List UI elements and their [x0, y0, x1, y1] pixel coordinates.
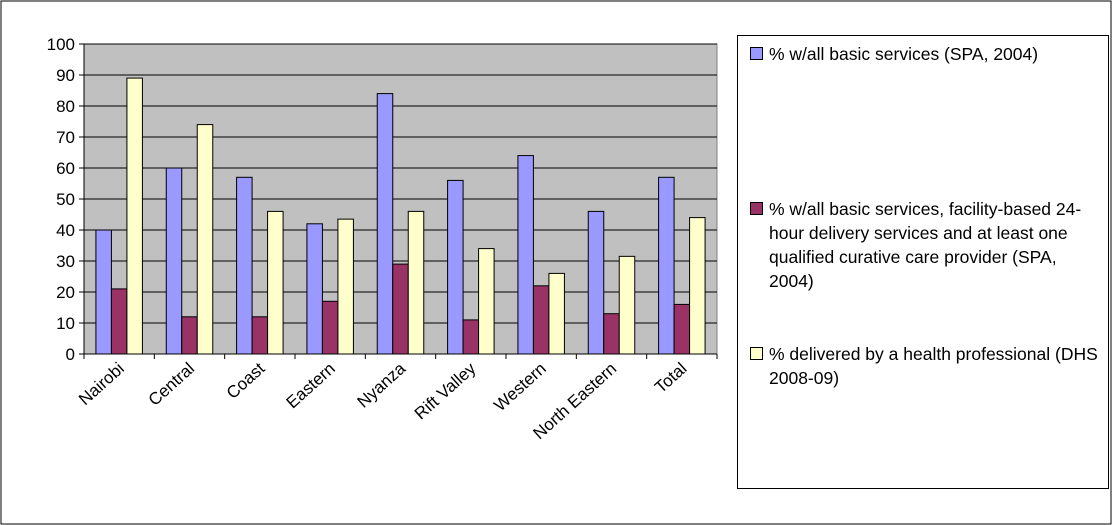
bar-series-3-western — [548, 272, 565, 355]
bar-series-3-coast — [267, 210, 284, 355]
bar-series-3-eastern — [337, 218, 354, 355]
bar-series-1-central — [165, 167, 183, 355]
bar-series-1-total — [658, 176, 675, 355]
legend-swatch-series-2 — [750, 202, 763, 215]
y-tick-label: 10 — [56, 314, 75, 333]
bar-series-3-nyanza — [407, 210, 425, 355]
bar-series-3-total — [689, 217, 706, 355]
legend-swatch-series-3 — [750, 347, 763, 360]
legend-label-series-3: % delivered by a health professional (DH… — [769, 344, 1098, 388]
legend-item-series-3: % delivered by a health professional (DH… — [750, 342, 1102, 390]
legend-swatch-series-1 — [750, 47, 763, 60]
bar-series-2-nyanza — [392, 263, 409, 355]
bar-series-2-nairobi — [110, 288, 128, 355]
bar-series-1-nairobi — [95, 229, 112, 355]
bar-series-2-total — [673, 303, 691, 355]
bar-series-2-north-eastern — [603, 313, 620, 355]
bar-series-3-central — [196, 124, 214, 355]
bar-series-1-nyanza — [376, 93, 394, 355]
y-tick-label: 100 — [47, 35, 75, 54]
bar-series-1-western — [517, 155, 534, 355]
bar-series-2-coast — [251, 316, 269, 355]
legend-label-series-1: % w/all basic services (SPA, 2004) — [769, 44, 1039, 64]
legend-label-series-2: % w/all basic services, facility-based 2… — [769, 199, 1082, 291]
y-tick-label: 30 — [56, 252, 75, 271]
y-tick-label: 0 — [66, 345, 75, 364]
legend: % w/all basic services (SPA, 2004) % w/a… — [737, 35, 1109, 489]
bar-series-1-coast — [236, 176, 253, 355]
bar-series-3-nairobi — [126, 77, 143, 355]
y-tick-label: 80 — [56, 97, 75, 116]
bar-series-2-eastern — [321, 300, 339, 355]
bar-series-1-eastern — [306, 223, 323, 355]
bar-series-3-north-eastern — [618, 255, 636, 355]
legend-item-series-1: % w/all basic services (SPA, 2004) — [750, 42, 1102, 66]
bar-series-3-rift-valley — [478, 248, 495, 355]
y-tick-label: 50 — [56, 190, 75, 209]
y-tick-label: 70 — [56, 128, 75, 147]
y-axis: 0 10 20 30 40 50 60 70 80 90 100 — [47, 35, 85, 364]
bar-series-2-rift-valley — [462, 319, 480, 355]
bar-series-1-rift-valley — [447, 179, 464, 355]
y-tick-label: 40 — [56, 221, 75, 240]
legend-item-series-2: % w/all basic services, facility-based 2… — [750, 197, 1102, 293]
y-tick-label: 20 — [56, 283, 75, 302]
bar-series-2-western — [532, 285, 550, 355]
bar-series-2-central — [181, 316, 198, 355]
y-tick-label: 90 — [56, 66, 75, 85]
bar-series-1-north-eastern — [587, 210, 605, 355]
y-tick-label: 60 — [56, 159, 75, 178]
